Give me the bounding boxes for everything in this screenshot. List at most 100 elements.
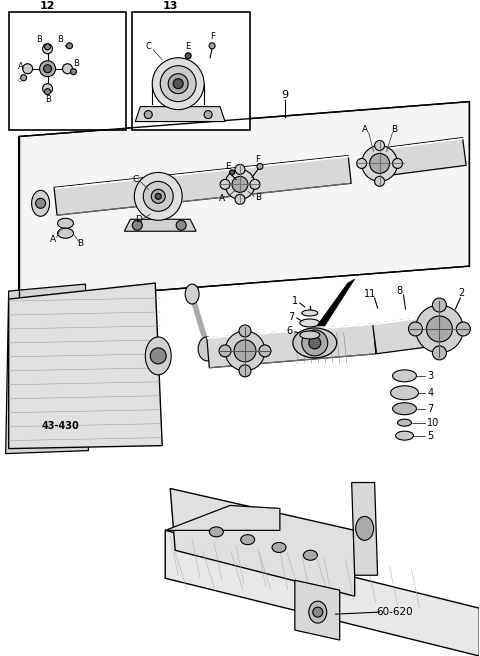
Ellipse shape	[198, 337, 216, 361]
Text: 10: 10	[428, 418, 440, 428]
Text: F: F	[210, 32, 215, 41]
Text: F: F	[255, 155, 261, 164]
Circle shape	[257, 163, 263, 169]
Circle shape	[432, 298, 446, 312]
Circle shape	[309, 337, 321, 349]
Text: A: A	[18, 62, 24, 72]
Ellipse shape	[58, 218, 73, 228]
Circle shape	[432, 346, 446, 360]
Ellipse shape	[393, 370, 417, 382]
Circle shape	[144, 182, 173, 211]
Text: 9: 9	[281, 90, 288, 100]
Circle shape	[155, 194, 161, 199]
Text: o: o	[18, 77, 22, 83]
Text: 7: 7	[288, 312, 295, 322]
Text: B: B	[45, 95, 50, 104]
Polygon shape	[352, 483, 378, 575]
Ellipse shape	[209, 527, 223, 537]
Text: 3: 3	[428, 371, 433, 381]
Circle shape	[71, 69, 76, 75]
Text: C: C	[145, 42, 151, 51]
Circle shape	[36, 198, 46, 209]
Circle shape	[374, 176, 384, 186]
Circle shape	[134, 173, 182, 220]
Text: 1: 1	[292, 296, 298, 306]
Text: B: B	[77, 239, 84, 248]
Ellipse shape	[397, 419, 411, 426]
Text: 5: 5	[428, 430, 434, 441]
Circle shape	[132, 220, 142, 230]
Circle shape	[235, 194, 245, 204]
Ellipse shape	[58, 228, 73, 238]
Circle shape	[62, 64, 72, 73]
Circle shape	[239, 325, 251, 337]
Circle shape	[313, 607, 323, 617]
Ellipse shape	[393, 403, 417, 415]
Text: 13: 13	[163, 1, 178, 11]
Circle shape	[43, 44, 52, 54]
Ellipse shape	[396, 431, 413, 440]
Polygon shape	[124, 219, 196, 232]
Circle shape	[361, 146, 397, 182]
Circle shape	[185, 52, 191, 59]
Text: 8: 8	[396, 286, 403, 296]
Text: B: B	[73, 59, 79, 68]
Ellipse shape	[300, 331, 320, 339]
Polygon shape	[54, 155, 351, 215]
Circle shape	[456, 322, 470, 336]
Circle shape	[23, 64, 33, 73]
Circle shape	[176, 220, 186, 230]
Circle shape	[173, 79, 183, 89]
Circle shape	[235, 165, 245, 174]
Ellipse shape	[356, 516, 373, 541]
Polygon shape	[6, 284, 88, 453]
Ellipse shape	[302, 310, 318, 316]
Text: B: B	[392, 125, 397, 134]
Ellipse shape	[293, 328, 336, 358]
Polygon shape	[170, 489, 355, 596]
Polygon shape	[165, 530, 480, 656]
Circle shape	[234, 340, 256, 362]
Polygon shape	[378, 138, 466, 176]
Text: A: A	[49, 235, 56, 244]
Ellipse shape	[240, 535, 255, 544]
Circle shape	[302, 330, 328, 356]
Text: A: A	[219, 194, 225, 203]
Text: D: D	[135, 215, 142, 224]
Text: 43-430: 43-430	[42, 420, 79, 431]
Polygon shape	[317, 279, 355, 326]
Circle shape	[374, 140, 384, 150]
Text: A: A	[361, 125, 368, 134]
Circle shape	[250, 179, 260, 190]
Circle shape	[45, 44, 50, 50]
Polygon shape	[135, 107, 225, 121]
Ellipse shape	[185, 284, 199, 304]
Ellipse shape	[32, 190, 49, 216]
Ellipse shape	[272, 543, 286, 552]
Circle shape	[67, 43, 72, 49]
Text: 2: 2	[458, 288, 465, 298]
Circle shape	[43, 84, 52, 94]
Circle shape	[168, 73, 188, 94]
Circle shape	[151, 190, 165, 203]
Polygon shape	[19, 102, 469, 301]
Text: B: B	[58, 35, 63, 45]
Circle shape	[357, 159, 367, 169]
Bar	[132, 12, 250, 129]
Bar	[9, 12, 126, 129]
Text: B: B	[255, 193, 261, 202]
Circle shape	[21, 75, 26, 81]
Ellipse shape	[309, 601, 327, 623]
Circle shape	[225, 331, 265, 371]
Polygon shape	[165, 505, 280, 530]
Text: E: E	[186, 42, 191, 51]
Polygon shape	[207, 324, 376, 368]
Circle shape	[204, 111, 212, 119]
Polygon shape	[9, 283, 162, 449]
Ellipse shape	[303, 550, 317, 560]
Circle shape	[150, 348, 166, 364]
Circle shape	[232, 176, 248, 192]
Text: 6: 6	[287, 326, 293, 336]
Text: 11: 11	[363, 289, 376, 299]
Circle shape	[160, 66, 196, 102]
